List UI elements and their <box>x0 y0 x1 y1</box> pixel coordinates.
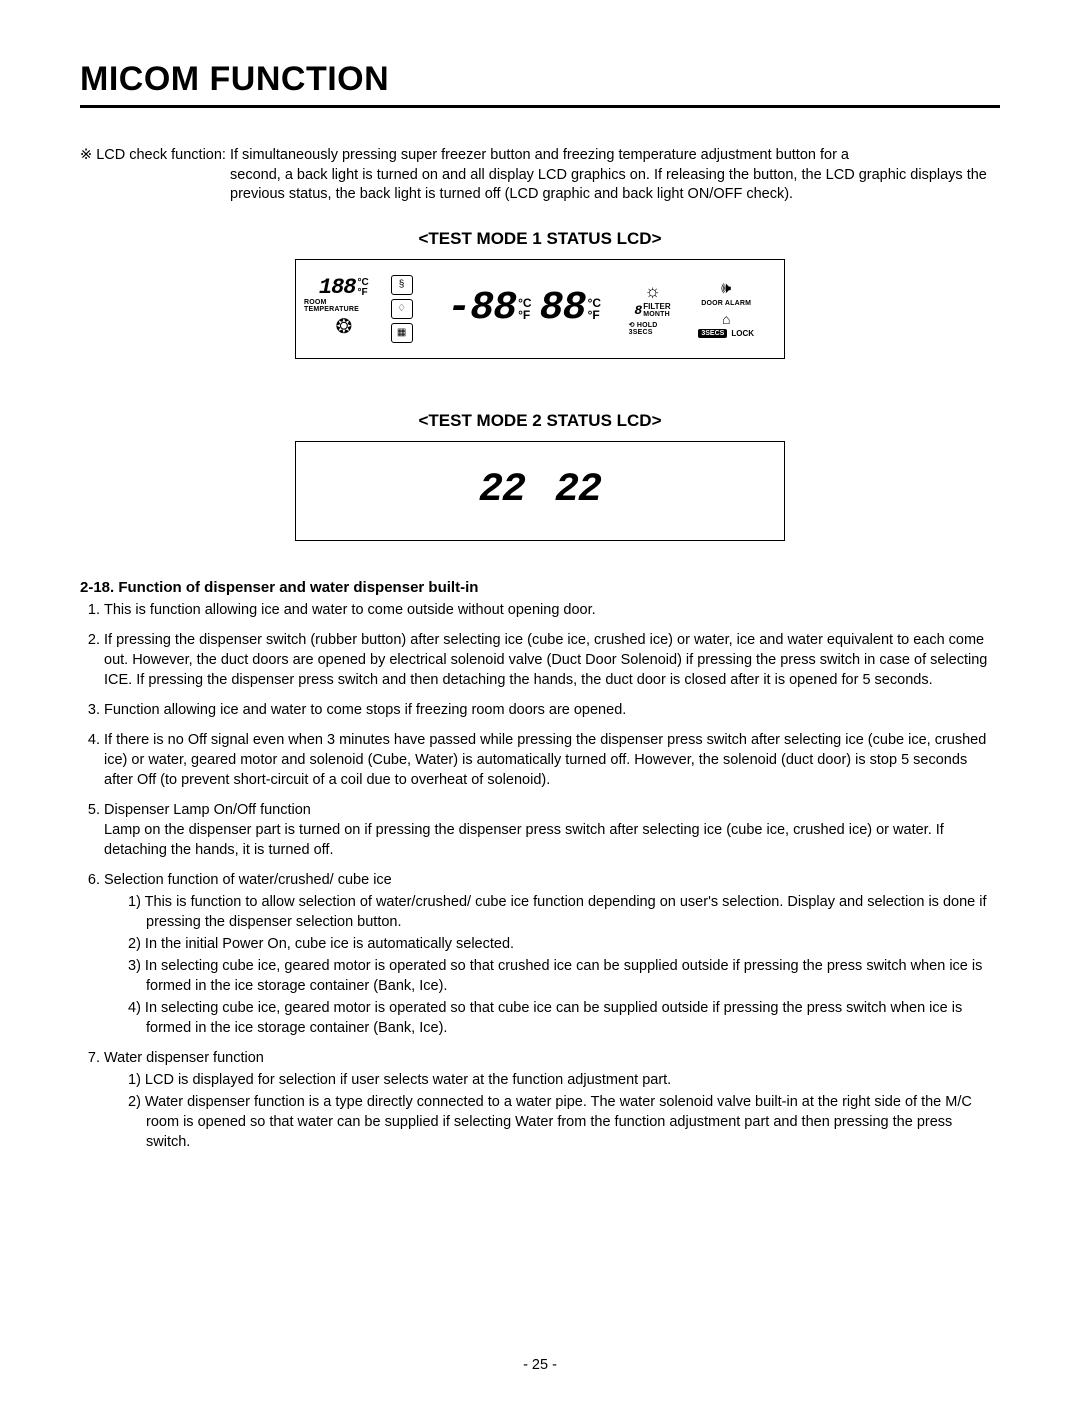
list-item: If pressing the dispenser switch (rubber… <box>104 630 1000 690</box>
lcd-check-intro: ※ LCD check function: If simultaneously … <box>80 146 1000 205</box>
door-alarm-label: DOOR ALARM <box>701 300 751 307</box>
big-right-units: °C °F <box>588 297 601 321</box>
sub-item: 2) In the initial Power On, cube ice is … <box>128 934 1000 954</box>
lock-icon: ⌂ <box>722 311 730 327</box>
light-icon: ☼ <box>644 281 661 302</box>
room-temp-display: 188 °C °F <box>319 278 369 298</box>
speaker-icon: 🕪 <box>721 280 731 298</box>
item7-head: Water dispenser function <box>104 1050 264 1066</box>
hold-label: ⟲ HOLD 3SECS <box>629 321 677 336</box>
unit-c-2: °C <box>518 297 531 309</box>
room-temp-units: °C °F <box>358 278 369 298</box>
lcd2-left: 22 <box>479 473 525 509</box>
fan-icon: ❂ <box>335 314 352 339</box>
room-temp-label: ROOM TEMPERATURE <box>304 299 384 313</box>
list-item: If there is no Off signal even when 3 mi… <box>104 730 1000 790</box>
sub-item: 2) Water dispenser function is a type di… <box>128 1092 1000 1152</box>
lcd2-frame: 22 22 <box>295 441 785 541</box>
list-item: Function allowing ice and water to come … <box>104 700 1000 720</box>
section-2-18-title: 2-18. Function of dispenser and water di… <box>80 579 1000 596</box>
lcd1-frame: 188 °C °F ROOM TEMPERATURE ❂ § ♢ ▦ -88 <box>295 259 785 359</box>
page-title: MICOM FUNCTION <box>80 60 1000 99</box>
filter-month: MONTH <box>643 311 670 318</box>
filter-labels: FILTER MONTH <box>643 303 670 318</box>
big-left-digits: -88 <box>447 291 516 327</box>
intro-lead: LCD check function: If simultaneously pr… <box>96 147 849 163</box>
lock-label: LOCK <box>731 329 754 338</box>
item5-body: Lamp on the dispenser part is turned on … <box>104 822 944 858</box>
list-item: This is function allowing ice and water … <box>104 600 1000 620</box>
big-right-digits: 88 <box>540 291 586 327</box>
filter-label: FILTER <box>643 303 670 311</box>
cubes-icon: ▦ <box>391 323 413 343</box>
title-rule <box>80 105 1000 108</box>
unit-f-3: °F <box>588 309 601 321</box>
reset-icon: ⟲ <box>629 322 637 329</box>
big-right-group: 88 °C °F <box>540 291 601 327</box>
big-left-units: °C °F <box>518 297 531 321</box>
big-left-group: -88 °C °F <box>447 291 531 327</box>
item6-sublist: 1) This is function to allow selection o… <box>112 892 1000 1038</box>
big-display: -88 °C °F 88 °C °F <box>420 291 629 327</box>
list-item: Water dispenser function 1) LCD is displ… <box>104 1048 1000 1152</box>
intro-body: second, a back light is turned on and al… <box>80 166 1000 205</box>
lcd1-heading: <TEST MODE 1 STATUS LCD> <box>80 229 1000 249</box>
intro-symbol: ※ <box>80 147 92 163</box>
lcd2-right: 22 <box>555 473 601 509</box>
filter-digit: 8 <box>634 305 641 317</box>
lock-3secs-btn: 3SECS <box>698 329 727 338</box>
sub-item: 3) In selecting cube ice, geared motor i… <box>128 956 1000 996</box>
room-temp-block: 188 °C °F ROOM TEMPERATURE ❂ <box>304 278 384 339</box>
list-item: Selection function of water/crushed/ cub… <box>104 870 1000 1038</box>
swirl-icon: § <box>391 275 413 295</box>
unit-f: °F <box>358 288 369 298</box>
drop-icon: ♢ <box>391 299 413 319</box>
item7-sublist: 1) LCD is displayed for selection if use… <box>112 1070 1000 1152</box>
lcd1-row: 188 °C °F ROOM TEMPERATURE ❂ § ♢ ▦ -88 <box>296 260 784 358</box>
alarm-lock-col: 🕪 DOOR ALARM ⌂ 3SECS LOCK <box>676 280 776 338</box>
dispenser-function-list: This is function allowing ice and water … <box>80 600 1000 1152</box>
sub-item: 1) LCD is displayed for selection if use… <box>128 1070 1000 1090</box>
lock-row: 3SECS LOCK <box>698 329 754 338</box>
sub-item: 4) In selecting cube ice, geared motor i… <box>128 998 1000 1038</box>
sub-item: 1) This is function to allow selection o… <box>128 892 1000 932</box>
light-filter-col: ☼ 8 FILTER MONTH ⟲ HOLD 3SECS <box>629 281 677 336</box>
page: MICOM FUNCTION ※ LCD check function: If … <box>0 0 1080 1405</box>
filter-row: 8 FILTER MONTH <box>634 303 670 318</box>
item5-head: Dispenser Lamp On/Off function <box>104 802 311 818</box>
unit-c-3: °C <box>588 297 601 309</box>
list-item: Dispenser Lamp On/Off function Lamp on t… <box>104 800 1000 860</box>
room-temp-digits: 188 <box>319 278 356 298</box>
item6-head: Selection function of water/crushed/ cub… <box>104 872 392 888</box>
page-number: - 25 - <box>0 1357 1080 1373</box>
unit-f-2: °F <box>518 309 531 321</box>
lcd2-heading: <TEST MODE 2 STATUS LCD> <box>80 411 1000 431</box>
mode-icons-col: § ♢ ▦ <box>384 275 420 343</box>
